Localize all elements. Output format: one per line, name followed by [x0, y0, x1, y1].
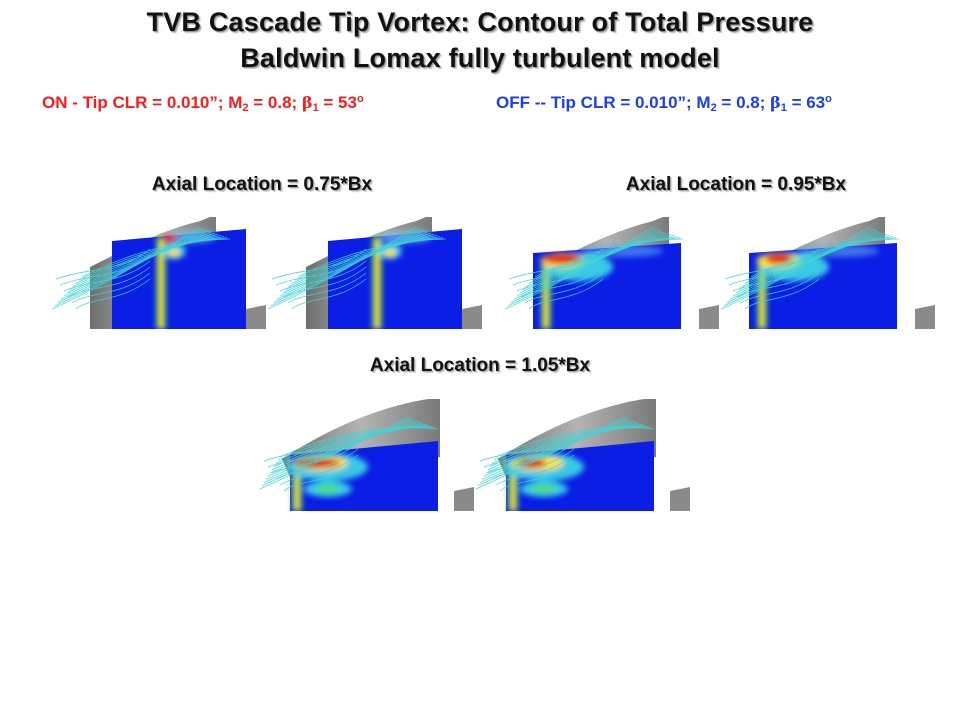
contour-panel-095-on: [503, 217, 719, 329]
legend-off-degree: o: [825, 93, 832, 105]
legend-off-beta-sub: 1: [780, 102, 787, 114]
legend-off-value: = 63: [786, 93, 826, 112]
contour-image: [267, 217, 482, 329]
slide-title-line-1: TVB Cascade Tip Vortex: Contour of Total…: [146, 7, 814, 37]
contour-image: [475, 399, 690, 511]
axial-location-105-label: Axial Location = 1.05*Bx: [369, 355, 591, 376]
contour-image: [720, 217, 935, 329]
legend-on-degree: o: [356, 93, 364, 105]
legend-on-beta: β: [301, 93, 313, 112]
legend-on-label: ON - Tip CLR = 0.010”; M2 = 0.8; β1 = 53…: [42, 93, 364, 114]
contour-image: [259, 399, 474, 511]
legend-off-m-sub: 2: [710, 102, 717, 114]
legend-off-beta: β: [770, 93, 781, 112]
legend-on-m-sub: 2: [242, 102, 249, 114]
legend-on-mid: = 0.8;: [248, 93, 302, 112]
axial-location-095-label: Axial Location = 0.95*Bx: [625, 174, 847, 195]
legend-on-value: = 53: [318, 93, 357, 112]
contour-panel-105-off: [474, 399, 690, 511]
axial-location-075-label: Axial Location = 0.75*Bx: [151, 174, 373, 195]
contour-image: [504, 217, 719, 329]
contour-panel-105-on: [258, 399, 474, 511]
legend-off-label: OFF -- Tip CLR = 0.010”; M2 = 0.8; β1 = …: [496, 93, 832, 114]
contour-panel-075-off: [266, 217, 482, 329]
contour-image: [51, 217, 266, 329]
contour-panel-075-on: [50, 217, 266, 329]
contour-panel-095-off: [719, 217, 935, 329]
legend-on-beta-sub: 1: [312, 102, 319, 114]
legend-on-prefix: ON - Tip CLR = 0.010”; M: [42, 93, 243, 112]
legend-off-mid: = 0.8;: [716, 93, 771, 112]
legend-off-prefix: OFF -- Tip CLR = 0.010”; M: [496, 93, 711, 112]
slide-title-line-2: Baldwin Lomax fully turbulent model: [240, 43, 720, 73]
